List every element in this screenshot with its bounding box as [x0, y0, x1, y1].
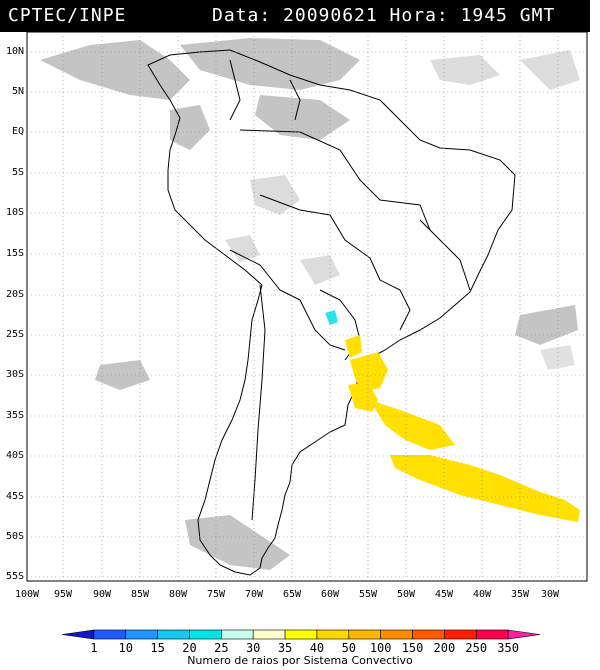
graticule	[27, 32, 587, 581]
colorbar-tick-label: 20	[182, 641, 197, 655]
colorbar-tick-label: 25	[214, 641, 229, 655]
lon-label-90w: 90W	[92, 589, 112, 600]
lat-label-20s: 20S	[5, 289, 24, 300]
colorbar-tick-label: 150	[401, 641, 424, 655]
lon-label-30w: 30W	[540, 589, 560, 600]
date-time-title: Data: 20090621 Hora: 1945 GMT	[212, 5, 556, 26]
lat-label-45s: 45S	[5, 491, 24, 502]
lon-label-65w: 65W	[282, 589, 302, 600]
colorbar-tick-label: 50	[341, 641, 357, 655]
lon-label-45w: 45W	[434, 589, 454, 600]
colorbar-tick-label: 250	[465, 641, 488, 655]
colorbar-tick-label: 35	[277, 641, 293, 655]
source-title: CPTEC/INPE	[8, 5, 127, 26]
lat-label-30s: 30S	[5, 369, 24, 380]
colorbar-tick-label: 350	[497, 641, 519, 655]
colorbar-caption: Numero de raios por Sistema Convectivo	[187, 654, 413, 667]
cloud-cover	[40, 38, 580, 570]
lon-label-55w: 55W	[358, 589, 378, 600]
colorbar-tick-label: 1	[90, 641, 98, 655]
lon-label-60w: 60W	[320, 589, 340, 600]
lat-label-15s: 15S	[5, 248, 24, 259]
lon-label-70w: 70W	[244, 589, 264, 600]
lon-label-95w: 95W	[53, 589, 73, 600]
lat-label-40s: 40S	[5, 450, 24, 461]
lat-label-10n: 10N	[5, 46, 24, 57]
lon-label-40w: 40W	[472, 589, 492, 600]
colorbar-tick-label: 10	[118, 641, 133, 655]
lat-label-eq: EQ	[11, 126, 24, 137]
colorbar-tick-label: 40	[309, 641, 325, 655]
colorbar-tick-label: 30	[245, 641, 261, 655]
coastlines	[147, 49, 516, 576]
colorbar-tick-label: 100	[369, 641, 392, 655]
lon-label-100w: 100W	[14, 589, 40, 600]
lat-label-5s: 5S	[11, 167, 24, 178]
lat-label-5n: 5N	[11, 86, 24, 97]
colorbar-tick-label: 200	[433, 641, 456, 655]
lon-label-50w: 50W	[396, 589, 416, 600]
lat-label-35s: 35S	[5, 410, 24, 421]
lon-label-80w: 80W	[168, 589, 188, 600]
title-bar: CPTEC/INPE Data: 20090621 Hora: 1945 GMT	[0, 0, 590, 32]
lat-label-55s: 55S	[5, 571, 24, 582]
colorbar-tick-label: 15	[150, 641, 165, 655]
lat-label-25s: 25S	[5, 329, 24, 340]
lat-label-10s: 10S	[5, 207, 24, 218]
lon-label-35w: 35W	[510, 589, 530, 600]
lat-label-50s: 50S	[5, 531, 24, 542]
lightning-clusters	[325, 310, 580, 522]
lon-label-85w: 85W	[130, 589, 150, 600]
lon-label-75w: 75W	[206, 589, 226, 600]
